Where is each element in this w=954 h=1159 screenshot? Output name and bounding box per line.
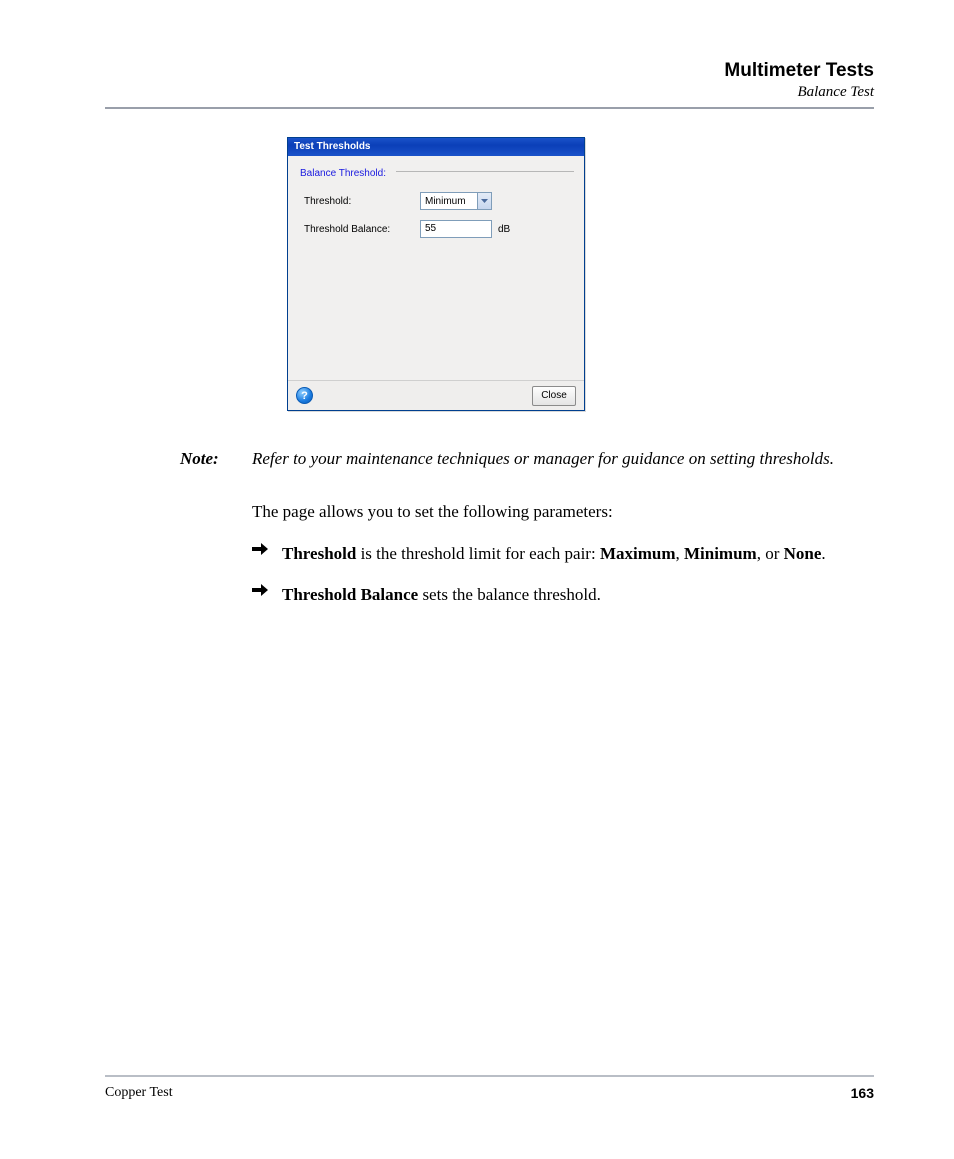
- intro-paragraph: The page allows you to set the following…: [252, 500, 874, 525]
- chevron-down-icon: [477, 193, 491, 209]
- dialog-body: Balance Threshold: Threshold: Minimum Th…: [288, 156, 584, 380]
- fieldset-label: Balance Threshold:: [298, 168, 388, 179]
- bullet-text: Threshold Balance sets the balance thres…: [282, 583, 601, 608]
- threshold-balance-unit: dB: [498, 224, 510, 235]
- close-button[interactable]: Close: [532, 386, 576, 406]
- threshold-select-value: Minimum: [425, 196, 466, 207]
- note-block: Note: Refer to your maintenance techniqu…: [180, 447, 874, 472]
- list-item: Threshold Balance sets the balance thres…: [252, 583, 874, 608]
- bullet-arrow-icon: [252, 542, 282, 567]
- footer-left: Copper Test: [105, 1085, 173, 1101]
- footer-divider: [105, 1075, 874, 1077]
- bullet-lead: Threshold: [282, 544, 356, 563]
- page-subtitle: Balance Test: [105, 84, 874, 101]
- fieldset-line: [396, 171, 574, 172]
- footer-page-number: 163: [851, 1085, 874, 1101]
- help-icon[interactable]: ?: [296, 387, 313, 404]
- threshold-balance-row: Threshold Balance: 55 dB: [298, 220, 574, 238]
- page-title: Multimeter Tests: [105, 60, 874, 82]
- threshold-label: Threshold:: [298, 196, 420, 207]
- page-header: Multimeter Tests Balance Test: [105, 60, 874, 101]
- page-footer: Copper Test 163: [105, 1067, 874, 1101]
- bullet-lead: Threshold Balance: [282, 585, 418, 604]
- dialog-screenshot: Test Thresholds Balance Threshold: Thres…: [287, 137, 874, 411]
- test-thresholds-dialog: Test Thresholds Balance Threshold: Thres…: [287, 137, 585, 411]
- note-text: Refer to your maintenance techniques or …: [252, 447, 834, 472]
- dialog-footer: ? Close: [288, 380, 584, 410]
- threshold-balance-label: Threshold Balance:: [298, 224, 420, 235]
- dialog-titlebar: Test Thresholds: [288, 138, 584, 156]
- header-divider: [105, 107, 874, 109]
- threshold-balance-input[interactable]: 55: [420, 220, 492, 238]
- page: Multimeter Tests Balance Test Test Thres…: [0, 0, 954, 1159]
- footer-row: Copper Test 163: [105, 1085, 874, 1101]
- threshold-select[interactable]: Minimum: [420, 192, 492, 210]
- bullet-text: Threshold is the threshold limit for eac…: [282, 542, 826, 567]
- bullet-arrow-icon: [252, 583, 282, 608]
- threshold-row: Threshold: Minimum: [298, 192, 574, 210]
- list-item: Threshold is the threshold limit for eac…: [252, 542, 874, 567]
- note-label: Note:: [180, 447, 252, 472]
